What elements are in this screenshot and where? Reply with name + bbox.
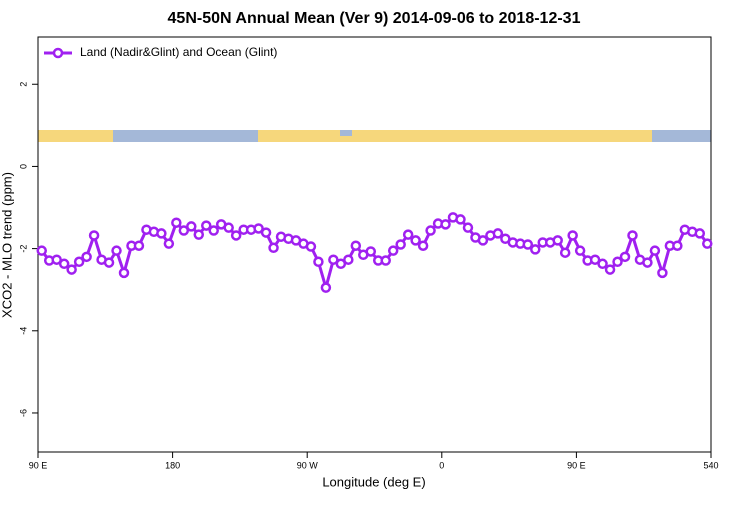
x-tick-label: 540 — [703, 460, 718, 470]
y-tick-label: 0 — [18, 164, 28, 169]
data-point — [522, 239, 534, 250]
legend-marker — [52, 47, 64, 59]
data-point — [694, 228, 706, 239]
data-point — [253, 223, 264, 234]
data-point — [559, 247, 571, 258]
x-tick-label: 90 E — [29, 460, 48, 470]
data-point — [440, 219, 451, 230]
data-point — [604, 264, 616, 275]
data-point — [343, 254, 354, 265]
data-point — [268, 242, 279, 254]
data-point — [619, 251, 631, 263]
data-point — [73, 256, 85, 268]
data-point — [51, 254, 62, 265]
data-point — [425, 225, 436, 236]
data-point — [552, 235, 563, 246]
legend-label: Land (Nadir&Glint) and Ocean (Glint) — [80, 45, 277, 59]
x-tick-label: 0 — [439, 460, 444, 470]
data-point — [58, 258, 70, 270]
map-strip — [38, 130, 711, 142]
y-tick-label: -2 — [18, 245, 28, 253]
data-point — [462, 222, 474, 233]
y-tick-label: -6 — [18, 409, 28, 417]
data-point — [156, 228, 167, 239]
data-point — [81, 251, 92, 263]
x-tick-label: 90 W — [297, 460, 319, 470]
data-point — [36, 245, 47, 256]
data-point — [642, 257, 653, 268]
x-tick-label: 180 — [165, 460, 180, 470]
y-axis-label: XCO2 - MLO trend (ppm) — [0, 172, 14, 318]
data-point — [118, 267, 130, 279]
data-point — [103, 257, 115, 268]
data-point — [178, 225, 190, 236]
x-axis-label: Longitude (deg E) — [322, 474, 425, 489]
data-point — [492, 228, 504, 239]
data-point — [455, 214, 466, 225]
data-point — [313, 256, 324, 268]
data-point — [320, 282, 332, 293]
data-point — [193, 229, 205, 240]
data-point — [672, 240, 683, 251]
data-point — [574, 245, 586, 256]
data-point — [649, 245, 661, 256]
data-point — [260, 227, 272, 238]
data-point — [111, 245, 122, 256]
data-point — [530, 244, 541, 255]
data-point — [477, 235, 489, 246]
data-point — [163, 238, 175, 249]
data-point — [380, 255, 391, 266]
data-point — [230, 230, 242, 241]
data-point — [171, 217, 182, 228]
data-point — [702, 238, 713, 249]
data-point — [402, 229, 414, 240]
data-point — [589, 254, 601, 265]
data-point — [208, 225, 219, 236]
data-point — [133, 240, 145, 251]
x-tick-label: 90 E — [567, 460, 586, 470]
chart-title: 45N-50N Annual Mean (Ver 9) 2014-09-06 t… — [168, 10, 581, 27]
data-point — [567, 230, 578, 241]
data-point — [395, 239, 406, 250]
ocean-band — [340, 130, 352, 136]
data-point — [88, 230, 100, 241]
data-point — [350, 240, 362, 251]
data-point — [66, 264, 77, 275]
data-point — [657, 267, 668, 279]
y-tick-label: -4 — [18, 327, 28, 335]
data-point — [417, 240, 429, 251]
data-point — [335, 258, 347, 270]
data-point — [627, 230, 638, 241]
land-band — [38, 130, 113, 142]
data-point — [597, 258, 608, 270]
data-point — [328, 254, 339, 265]
data-point — [223, 222, 234, 233]
data-point — [387, 245, 399, 256]
data-point — [305, 241, 317, 252]
data-point — [410, 235, 421, 246]
data-point — [186, 221, 197, 232]
y-tick-label: 2 — [18, 82, 28, 87]
data-point — [365, 246, 377, 257]
data-point — [612, 256, 623, 268]
data-point — [201, 220, 212, 231]
land-band — [258, 130, 652, 142]
